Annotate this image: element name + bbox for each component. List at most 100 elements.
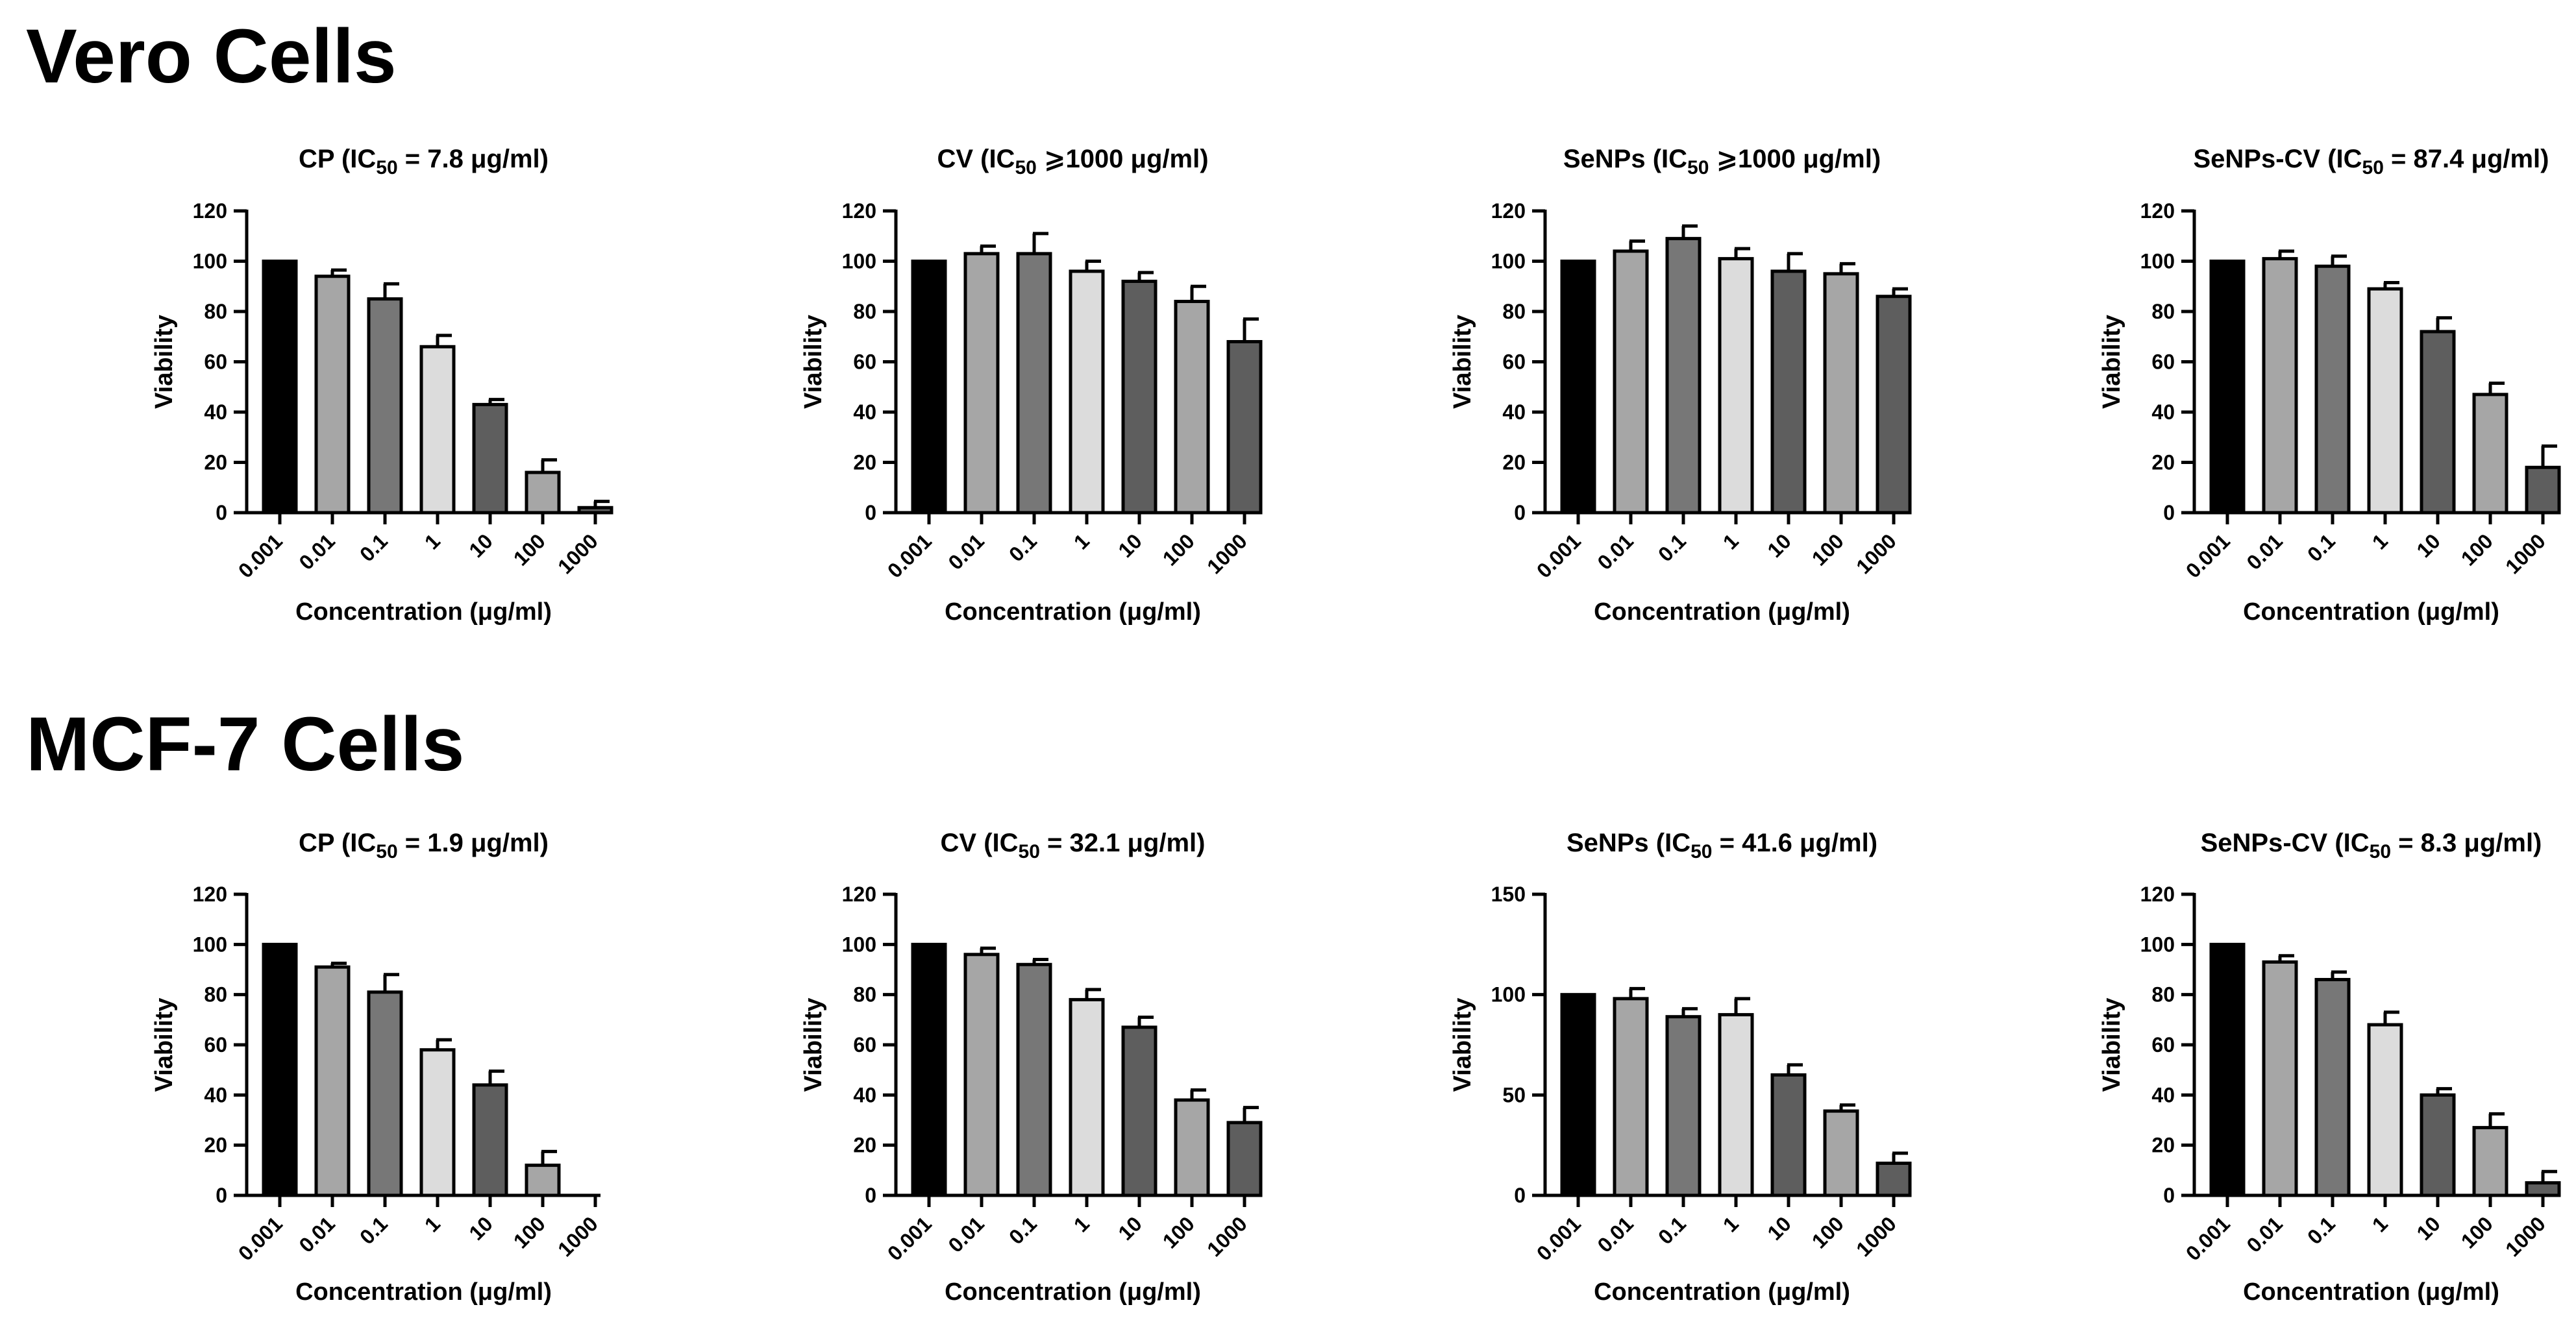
y-tick-label: 120 [2140,199,2175,223]
y-tick-label: 60 [1502,350,1526,374]
chart-panel: SeNPs (IC50 ⩾1000 μg/ml) 0 20 40 60 80 100 120 V… [1449,145,1912,626]
bar [963,953,1000,1197]
x-tick-label: 100 [1158,1212,1199,1252]
chart-title-subscript: 50 [376,841,397,862]
bar [1613,997,1649,1197]
y-tick-label: 0 [1514,1184,1526,1207]
y-tick-label: 0 [216,1184,227,1207]
y-axis-label: Viability [1449,997,1476,1092]
x-tick-label: 100 [1158,529,1199,570]
y-tick-label: 100 [193,250,227,273]
bar [262,942,298,1197]
x-tick-label: 10 [1763,1212,1796,1245]
chart-title-prefix: CP (IC [299,145,376,173]
y-tick-label: 80 [1502,300,1526,323]
y-tick-label: 60 [853,1033,876,1056]
x-tick-label: 100 [2457,1212,2497,1252]
bar [1665,237,1702,515]
x-tick-label: 1 [1718,529,1743,554]
bar [1226,1121,1263,1197]
x-tick-label: 0.01 [2242,529,2286,574]
chart-title-prefix: CP (IC [299,829,376,857]
x-tick-label: 0.01 [2242,1212,2286,1256]
x-tick-label: 10 [2412,1212,2445,1245]
bar [2472,393,2508,515]
y-tick-label: 80 [853,983,876,1007]
y-tick-label: 100 [1491,983,1526,1007]
bar [1665,1015,1702,1197]
y-axis-label: Viability [800,315,827,409]
chart-panel: SeNPs (IC50 = 41.6 μg/ml)050100150Viabil… [1449,829,1912,1306]
y-tick-label: 80 [853,300,876,323]
y-tick-label: 40 [853,400,876,424]
bar [2525,465,2561,515]
x-tick-label: 100 [509,1212,550,1252]
y-axis-label: Viability [2098,997,2125,1092]
y-tick-label: 40 [1502,400,1526,424]
y-tick-label: 100 [1491,250,1526,273]
chart-title: CP (IC50 = 1.9 μg/ml) [299,829,549,862]
y-tick-label: 60 [2151,1033,2175,1056]
y-tick-label: 20 [204,1134,227,1157]
bar [2420,330,2456,515]
x-tick-label: 0.1 [2303,1212,2340,1249]
y-tick-label: 80 [2151,983,2175,1007]
y-tick-label: 0 [2163,1184,2175,1207]
x-axis-label: Concentration (μg/ml) [1594,1278,1850,1306]
y-tick-label: 100 [842,933,876,956]
x-tick-label: 0.01 [943,529,988,574]
x-tick-label: 1 [420,529,445,554]
x-tick-label: 0.001 [234,529,287,582]
x-tick-label: 10 [464,529,497,562]
x-tick-label: 100 [2457,529,2497,570]
chart-title-prefix: SeNPs-CV (IC [2193,145,2362,173]
y-tick-label: 120 [2140,883,2175,906]
bar [2367,287,2403,515]
x-tick-label: 1 [2368,529,2392,554]
x-tick-label: 0.01 [943,1212,988,1256]
x-tick-label: 1 [1069,529,1094,554]
y-tick-label: 0 [865,501,876,524]
chart-title-prefix: SeNPs (IC [1563,145,1687,173]
x-tick-label: 1000 [1852,529,1901,578]
bar [2262,960,2298,1197]
bar [1174,1098,1210,1197]
bar [419,1048,456,1197]
x-tick-label: 10 [1763,529,1796,562]
bar [367,297,403,515]
x-tick-label: 0.1 [1653,529,1690,566]
y-tick-label: 60 [204,350,227,374]
y-tick-label: 100 [2140,933,2175,956]
chart-title-suffix: = 32.1 μg/ml) [1040,829,1206,857]
x-tick-label: 0.1 [355,1212,392,1249]
bar [2209,942,2246,1197]
y-tick-label: 100 [842,250,876,273]
y-tick-label: 100 [193,933,227,956]
y-tick-label: 120 [193,883,227,906]
bar [1121,1025,1158,1197]
bar [1560,260,1596,515]
x-axis-label: Concentration (μg/ml) [295,598,552,626]
chart-title-suffix: = 8.3 μg/ml) [2391,829,2542,857]
bar [1016,252,1052,515]
bar [2420,1093,2456,1197]
y-tick-label: 120 [842,199,876,223]
bar [2367,1023,2403,1197]
chart-title-subscript: 50 [1015,157,1036,178]
bar [262,260,298,515]
x-tick-label: 10 [1113,1212,1146,1245]
y-tick-label: 80 [2151,300,2175,323]
bar [1823,272,1859,515]
x-tick-label: 0.01 [1592,1212,1637,1256]
x-axis-label: Concentration (μg/ml) [2243,1278,2499,1306]
y-tick-label: 20 [204,451,227,474]
y-tick-label: 20 [2151,451,2175,474]
bar [911,942,947,1197]
y-tick-label: 0 [865,1184,876,1207]
y-axis-label: Viability [151,997,178,1092]
x-tick-label: 100 [1807,529,1848,570]
x-tick-label: 0.001 [883,1212,936,1265]
bar [367,990,403,1197]
bar [419,345,456,515]
